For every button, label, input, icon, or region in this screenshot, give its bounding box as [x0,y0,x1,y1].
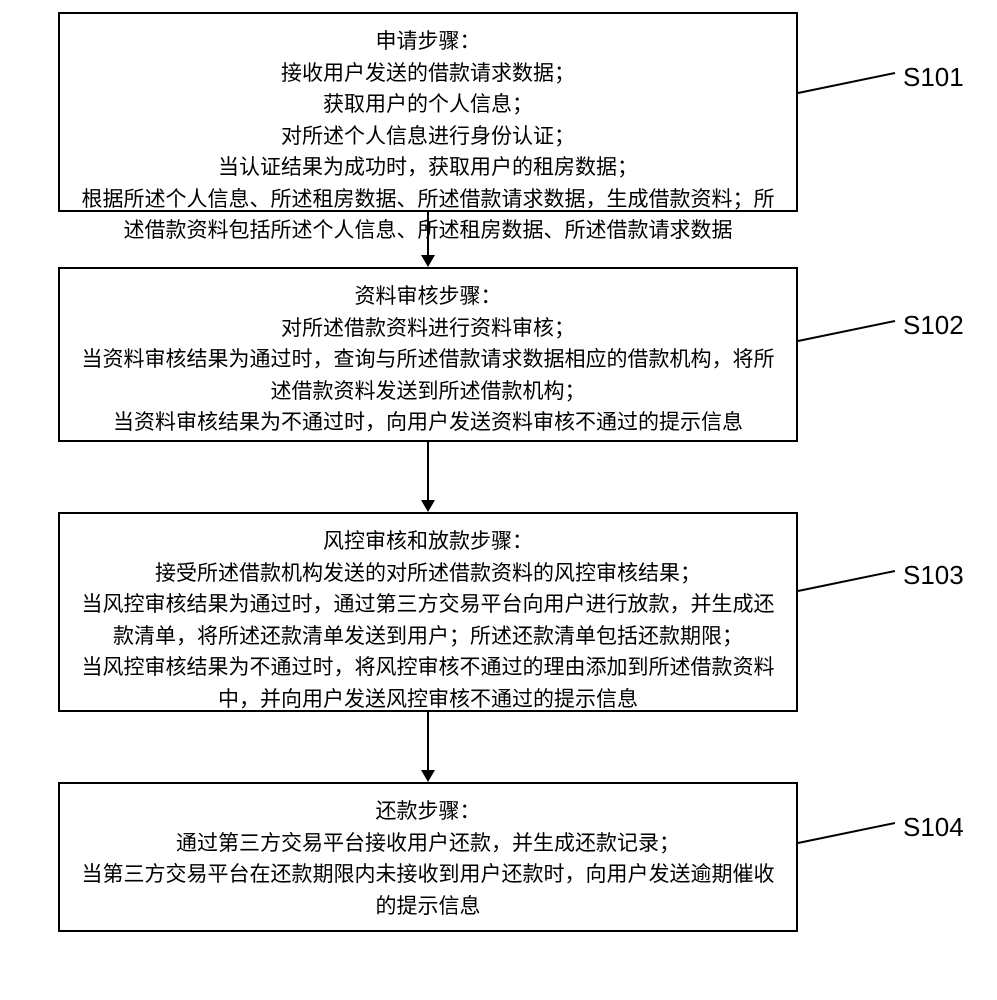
connector-s101-s102 [427,212,429,255]
label-connector-s101 [798,72,895,94]
label-connector-s102 [798,320,895,342]
connector-s103-s104 [427,712,429,770]
flow-step-s101: 申请步骤：接收用户发送的借款请求数据；获取用户的个人信息；对所述个人信息进行身份… [58,12,798,212]
step-body-line: 接收用户发送的借款请求数据； [78,58,778,90]
label-connector-s104 [798,822,895,844]
step-label-s103: S103 [903,560,964,591]
step-body-line: 接受所述借款机构发送的对所述借款资料的风控审核结果； [78,558,778,590]
flow-step-s103: 风控审核和放款步骤：接受所述借款机构发送的对所述借款资料的风控审核结果；当风控审… [58,512,798,712]
arrow-down-icon [421,255,435,267]
step-body-line: 当风控审核结果为不通过时，将风控审核不通过的理由添加到所述借款资料中，并向用户发… [78,652,778,715]
step-title: 申请步骤： [78,26,778,58]
step-title: 风控审核和放款步骤： [78,526,778,558]
flow-step-s102: 资料审核步骤：对所述借款资料进行资料审核；当资料审核结果为通过时，查询与所述借款… [58,267,798,442]
step-title: 还款步骤： [78,796,778,828]
step-label-s104: S104 [903,812,964,843]
step-body-line: 当资料审核结果为通过时，查询与所述借款请求数据相应的借款机构，将所述借款资料发送… [78,344,778,407]
arrow-down-icon [421,500,435,512]
step-label-s101: S101 [903,62,964,93]
flow-step-s104: 还款步骤：通过第三方交易平台接收用户还款，并生成还款记录；当第三方交易平台在还款… [58,782,798,932]
arrow-down-icon [421,770,435,782]
step-body-line: 当风控审核结果为通过时，通过第三方交易平台向用户进行放款，并生成还款清单，将所述… [78,589,778,652]
step-label-s102: S102 [903,310,964,341]
step-title: 资料审核步骤： [78,281,778,313]
step-body-line: 对所述借款资料进行资料审核； [78,313,778,345]
step-body-line: 当认证结果为成功时，获取用户的租房数据； [78,152,778,184]
step-body-line: 对所述个人信息进行身份认证； [78,121,778,153]
label-connector-s103 [798,570,895,592]
step-body-line: 通过第三方交易平台接收用户还款，并生成还款记录； [78,828,778,860]
step-body-line: 获取用户的个人信息； [78,89,778,121]
step-body-line: 当资料审核结果为不通过时，向用户发送资料审核不通过的提示信息 [78,407,778,439]
step-body-line: 当第三方交易平台在还款期限内未接收到用户还款时，向用户发送逾期催收的提示信息 [78,859,778,922]
connector-s102-s103 [427,442,429,500]
